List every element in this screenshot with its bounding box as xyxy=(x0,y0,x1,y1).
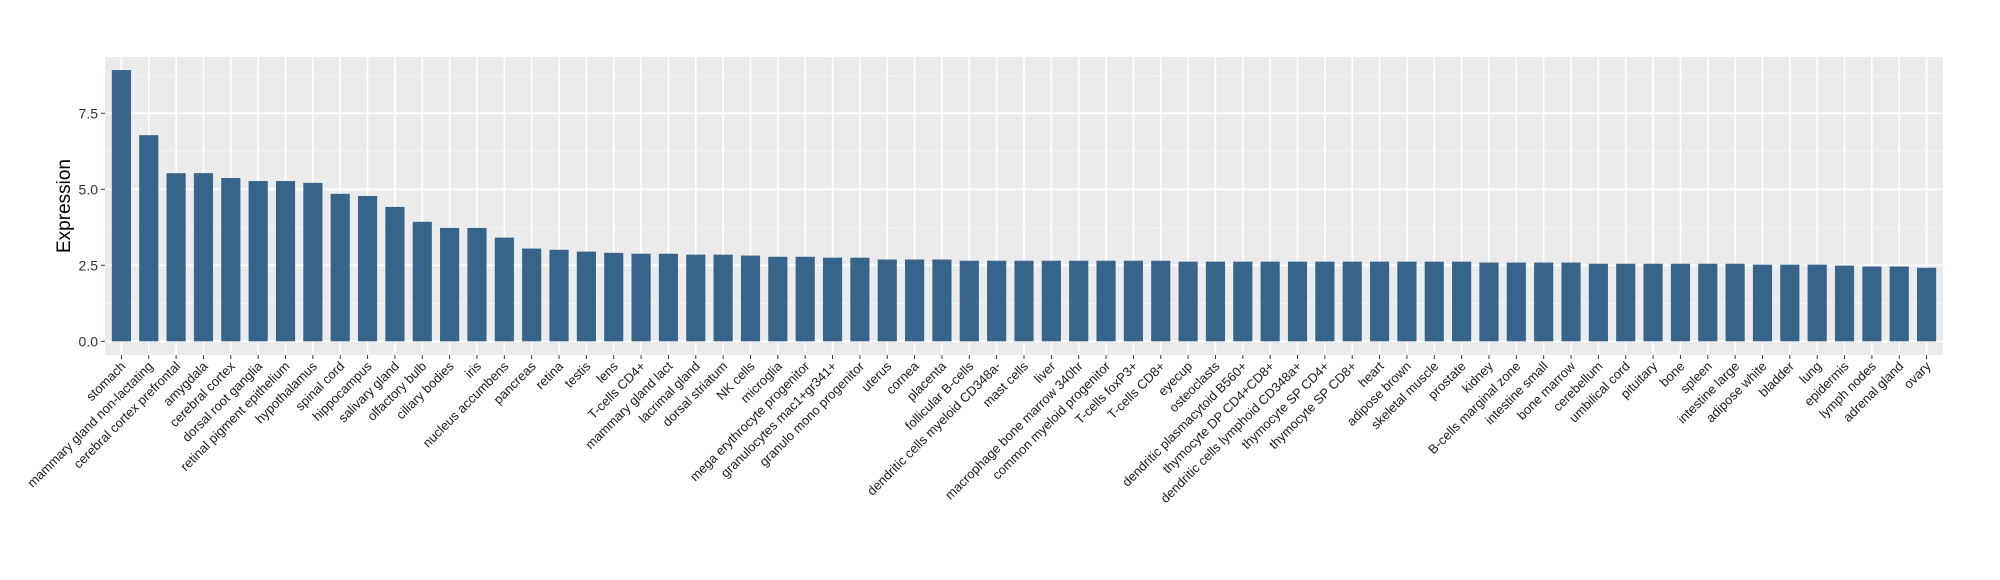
bar xyxy=(1342,261,1362,342)
bar xyxy=(1725,263,1745,342)
bar xyxy=(604,252,624,342)
bar xyxy=(221,178,241,342)
bar xyxy=(795,256,815,342)
bar xyxy=(111,70,131,342)
bar xyxy=(1260,261,1280,342)
bar xyxy=(1424,261,1444,342)
bar xyxy=(959,260,979,342)
bar xyxy=(1151,260,1171,342)
y-tick-label: 7.5 xyxy=(79,105,99,121)
bar xyxy=(1889,266,1909,342)
bar xyxy=(1752,264,1773,342)
bar xyxy=(877,259,897,342)
bar xyxy=(1452,261,1472,342)
bar xyxy=(303,182,323,342)
bar xyxy=(440,227,460,342)
bar xyxy=(494,237,514,342)
bar xyxy=(1014,260,1034,342)
bar xyxy=(658,253,679,342)
bar xyxy=(686,254,706,342)
bar xyxy=(412,221,432,342)
y-tick-label: 2.5 xyxy=(79,257,99,273)
bar xyxy=(1205,261,1226,342)
bar xyxy=(139,135,159,342)
bar xyxy=(193,173,214,342)
bar xyxy=(1588,263,1608,342)
bar xyxy=(1698,263,1718,342)
bar xyxy=(713,254,733,342)
bar xyxy=(549,249,569,342)
y-tick-label: 0.0 xyxy=(79,333,99,349)
bar xyxy=(1479,262,1499,342)
bar xyxy=(1041,260,1061,342)
bar xyxy=(631,253,651,342)
bar xyxy=(1616,263,1636,342)
bar xyxy=(1862,266,1882,342)
bar xyxy=(1287,261,1308,342)
bar xyxy=(1315,261,1335,342)
bar xyxy=(1643,263,1663,342)
bar xyxy=(576,251,596,342)
bar xyxy=(1561,262,1581,342)
bar xyxy=(1233,261,1253,342)
bar xyxy=(467,227,487,342)
bar xyxy=(1534,262,1554,342)
bar xyxy=(1506,262,1526,342)
bar xyxy=(822,257,843,342)
bar xyxy=(932,259,952,342)
bar xyxy=(850,257,870,342)
bar xyxy=(1807,264,1827,342)
bar xyxy=(248,181,268,342)
bar xyxy=(275,181,296,342)
bar xyxy=(1178,261,1198,342)
bar xyxy=(905,259,925,342)
bar xyxy=(1069,260,1089,342)
bar xyxy=(768,256,788,342)
bar xyxy=(1780,264,1800,342)
x-tick-label: retina xyxy=(533,358,567,392)
x-tick-label: mammary gland non-lactating xyxy=(24,359,156,491)
bar xyxy=(1670,263,1691,342)
bar xyxy=(385,206,405,342)
y-tick-label: 5.0 xyxy=(79,181,99,197)
bar xyxy=(522,248,542,342)
bar xyxy=(740,255,761,342)
bar xyxy=(1123,260,1143,342)
bar xyxy=(1369,261,1390,342)
bars xyxy=(111,70,1937,342)
bar xyxy=(1096,260,1116,342)
x-tick-label: testis xyxy=(561,358,593,390)
x-tick-label: ovary xyxy=(1901,358,1934,391)
y-axis: 0.0 2.5 5.0 7.5 xyxy=(79,105,105,349)
bar xyxy=(357,195,378,342)
bar xyxy=(330,193,350,342)
bar xyxy=(1917,267,1937,342)
bar xyxy=(1834,265,1855,342)
y-axis-title: Expression xyxy=(54,159,75,253)
bar xyxy=(987,260,1007,342)
bar xyxy=(166,173,186,342)
x-tick-label: cerebral cortex prefrontal xyxy=(70,358,183,471)
bar xyxy=(1397,261,1417,342)
